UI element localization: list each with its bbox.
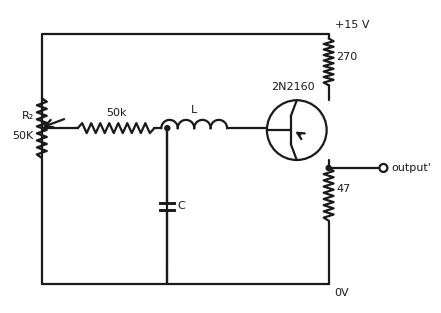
Text: 50K: 50K [13,131,34,141]
Text: R₂: R₂ [22,111,34,121]
Text: 0V: 0V [335,289,349,299]
Text: L: L [191,105,197,115]
Text: 50k: 50k [106,108,126,118]
Circle shape [326,166,331,171]
Text: C: C [177,201,185,211]
Text: 47: 47 [336,184,351,194]
Text: 2N2160: 2N2160 [271,82,314,92]
Circle shape [165,126,170,131]
Text: +15 V: +15 V [335,19,369,29]
Text: 270: 270 [336,52,358,62]
Text: output': output' [391,163,431,173]
